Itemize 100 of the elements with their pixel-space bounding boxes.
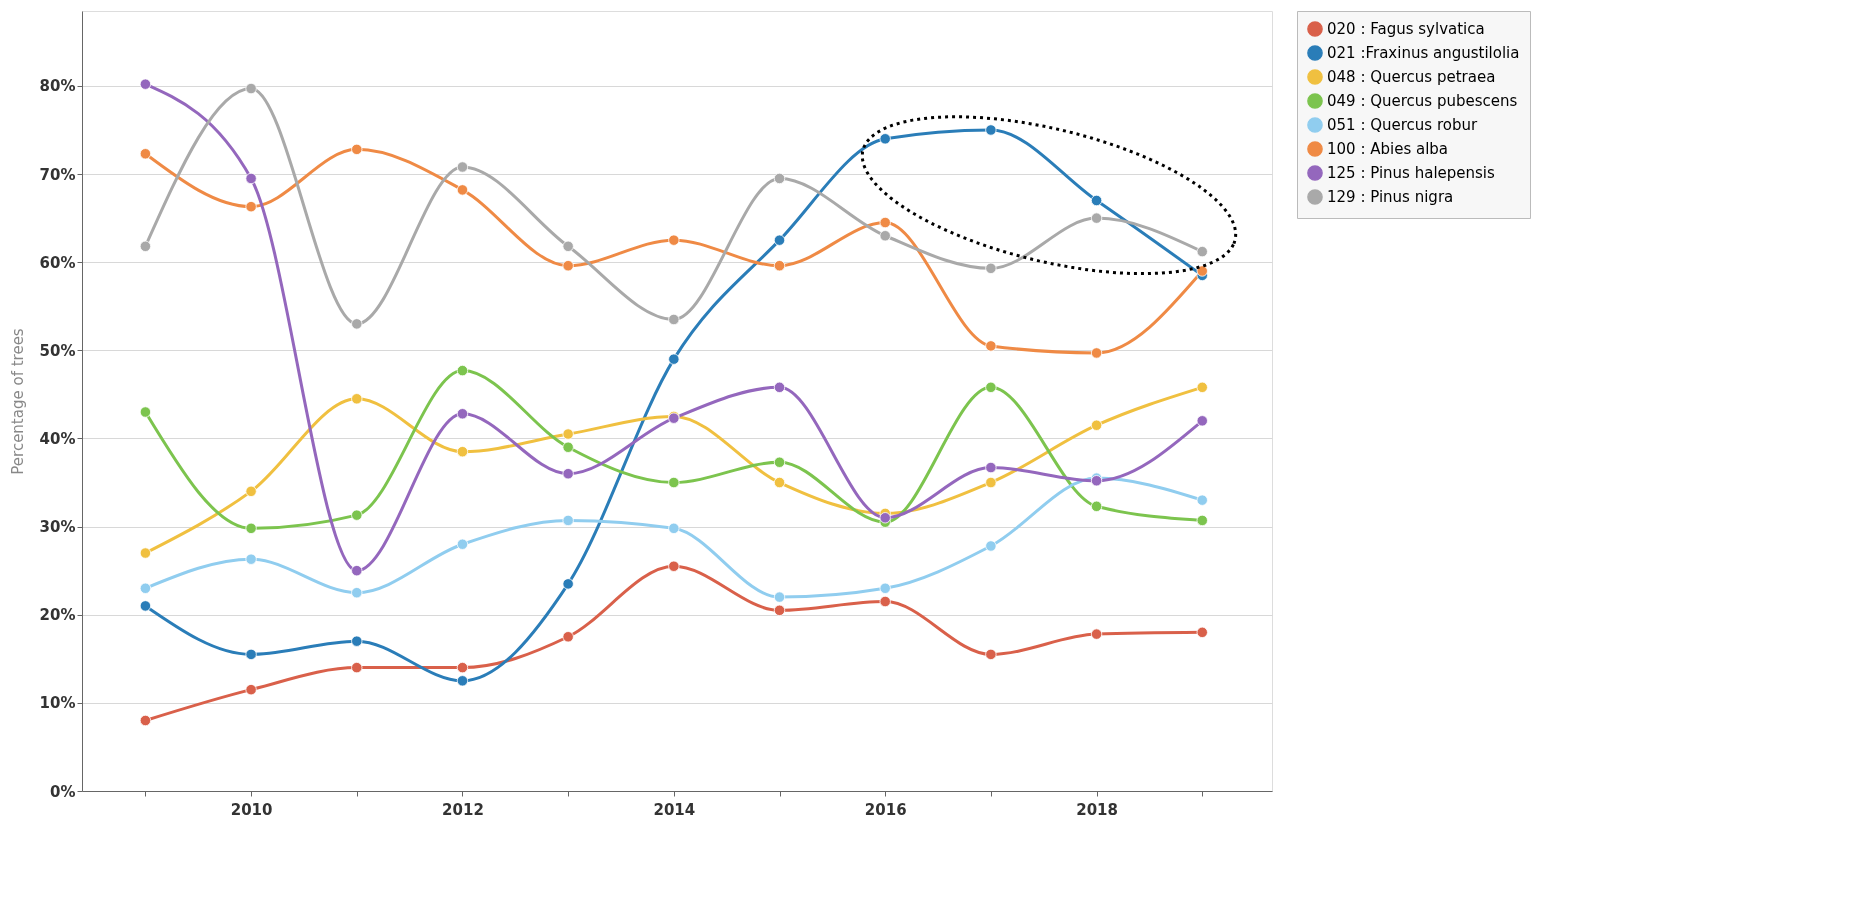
point <box>879 133 891 145</box>
y-tick-label: 20% <box>39 606 76 625</box>
x-tick-label: 2012 <box>442 800 484 819</box>
point <box>668 313 680 326</box>
point <box>351 565 363 577</box>
point <box>245 172 257 185</box>
point <box>456 161 469 173</box>
point <box>879 595 891 608</box>
point <box>668 353 680 365</box>
point <box>773 591 786 603</box>
point <box>245 684 257 696</box>
point <box>985 476 997 489</box>
point <box>245 201 257 213</box>
y-tick-label: 80% <box>39 77 76 96</box>
point <box>879 230 891 242</box>
point <box>879 512 891 524</box>
point <box>985 340 997 352</box>
point <box>456 446 469 458</box>
point <box>985 648 997 661</box>
point <box>139 406 152 418</box>
point <box>351 587 363 599</box>
point <box>985 381 997 393</box>
point <box>456 184 469 196</box>
point <box>139 714 152 727</box>
legend-label: 021 :Fraxinus angustilolia <box>1327 44 1520 62</box>
point <box>245 485 257 497</box>
point <box>1196 265 1208 277</box>
point <box>985 540 997 552</box>
point <box>562 468 574 480</box>
point <box>773 260 786 272</box>
point <box>351 393 363 405</box>
point <box>245 553 257 565</box>
point <box>456 408 469 420</box>
point <box>668 476 680 489</box>
point <box>351 318 363 330</box>
point <box>668 522 680 534</box>
point <box>985 461 997 474</box>
point <box>773 456 786 468</box>
point <box>139 547 152 559</box>
point <box>562 441 574 453</box>
point <box>1090 419 1103 431</box>
point <box>1196 626 1208 638</box>
point <box>773 604 786 616</box>
legend-label: 125 : Pinus halepensis <box>1327 164 1496 182</box>
x-tick-label: 2010 <box>230 800 273 819</box>
y-axis-title: Percentage of trees <box>8 328 27 475</box>
point <box>773 381 786 393</box>
point <box>351 143 363 156</box>
point <box>1196 245 1208 258</box>
point <box>879 216 891 229</box>
point <box>139 600 152 612</box>
point <box>562 240 574 252</box>
legend-label: 048 : Quercus petraea <box>1327 68 1496 86</box>
point <box>879 582 891 594</box>
point <box>1090 194 1103 207</box>
point <box>139 78 152 90</box>
legend-label: 020 : Fagus sylvatica <box>1327 20 1485 38</box>
point <box>456 661 469 674</box>
point <box>773 234 786 246</box>
point <box>562 578 574 590</box>
point <box>668 234 680 246</box>
y-tick-label: 70% <box>39 165 76 184</box>
y-tick-label: 60% <box>39 253 76 272</box>
x-tick-label: 2016 <box>864 800 907 819</box>
point <box>139 582 152 594</box>
point <box>1196 494 1208 506</box>
point <box>1196 514 1208 527</box>
point <box>245 522 257 534</box>
point <box>245 648 257 661</box>
point <box>1196 415 1208 427</box>
x-tick-label: 2018 <box>1076 800 1118 819</box>
point <box>562 428 574 440</box>
point <box>139 240 152 252</box>
legend-label: 049 : Quercus pubescens <box>1327 92 1518 110</box>
x-tick-label: 2014 <box>653 800 696 819</box>
point <box>1090 500 1103 512</box>
point <box>1090 212 1103 224</box>
legend-label: 051 : Quercus robur <box>1327 116 1478 134</box>
point <box>351 635 363 647</box>
point <box>985 262 997 274</box>
y-tick-label: 30% <box>39 518 76 537</box>
legend-label: 129 : Pinus nigra <box>1327 188 1454 206</box>
point <box>456 675 469 687</box>
point <box>351 661 363 674</box>
point <box>1090 347 1103 359</box>
point <box>456 538 469 550</box>
y-tick-label: 50% <box>39 341 76 360</box>
legend-label: 100 : Abies alba <box>1327 140 1449 158</box>
point <box>985 124 997 136</box>
point <box>351 509 363 521</box>
point <box>562 260 574 272</box>
point <box>245 82 257 95</box>
point <box>456 364 469 377</box>
point <box>773 476 786 489</box>
point <box>773 172 786 185</box>
y-tick-label: 10% <box>39 694 76 713</box>
point <box>1090 628 1103 640</box>
point <box>562 631 574 643</box>
y-tick-label: 40% <box>39 429 76 448</box>
point <box>668 560 680 572</box>
